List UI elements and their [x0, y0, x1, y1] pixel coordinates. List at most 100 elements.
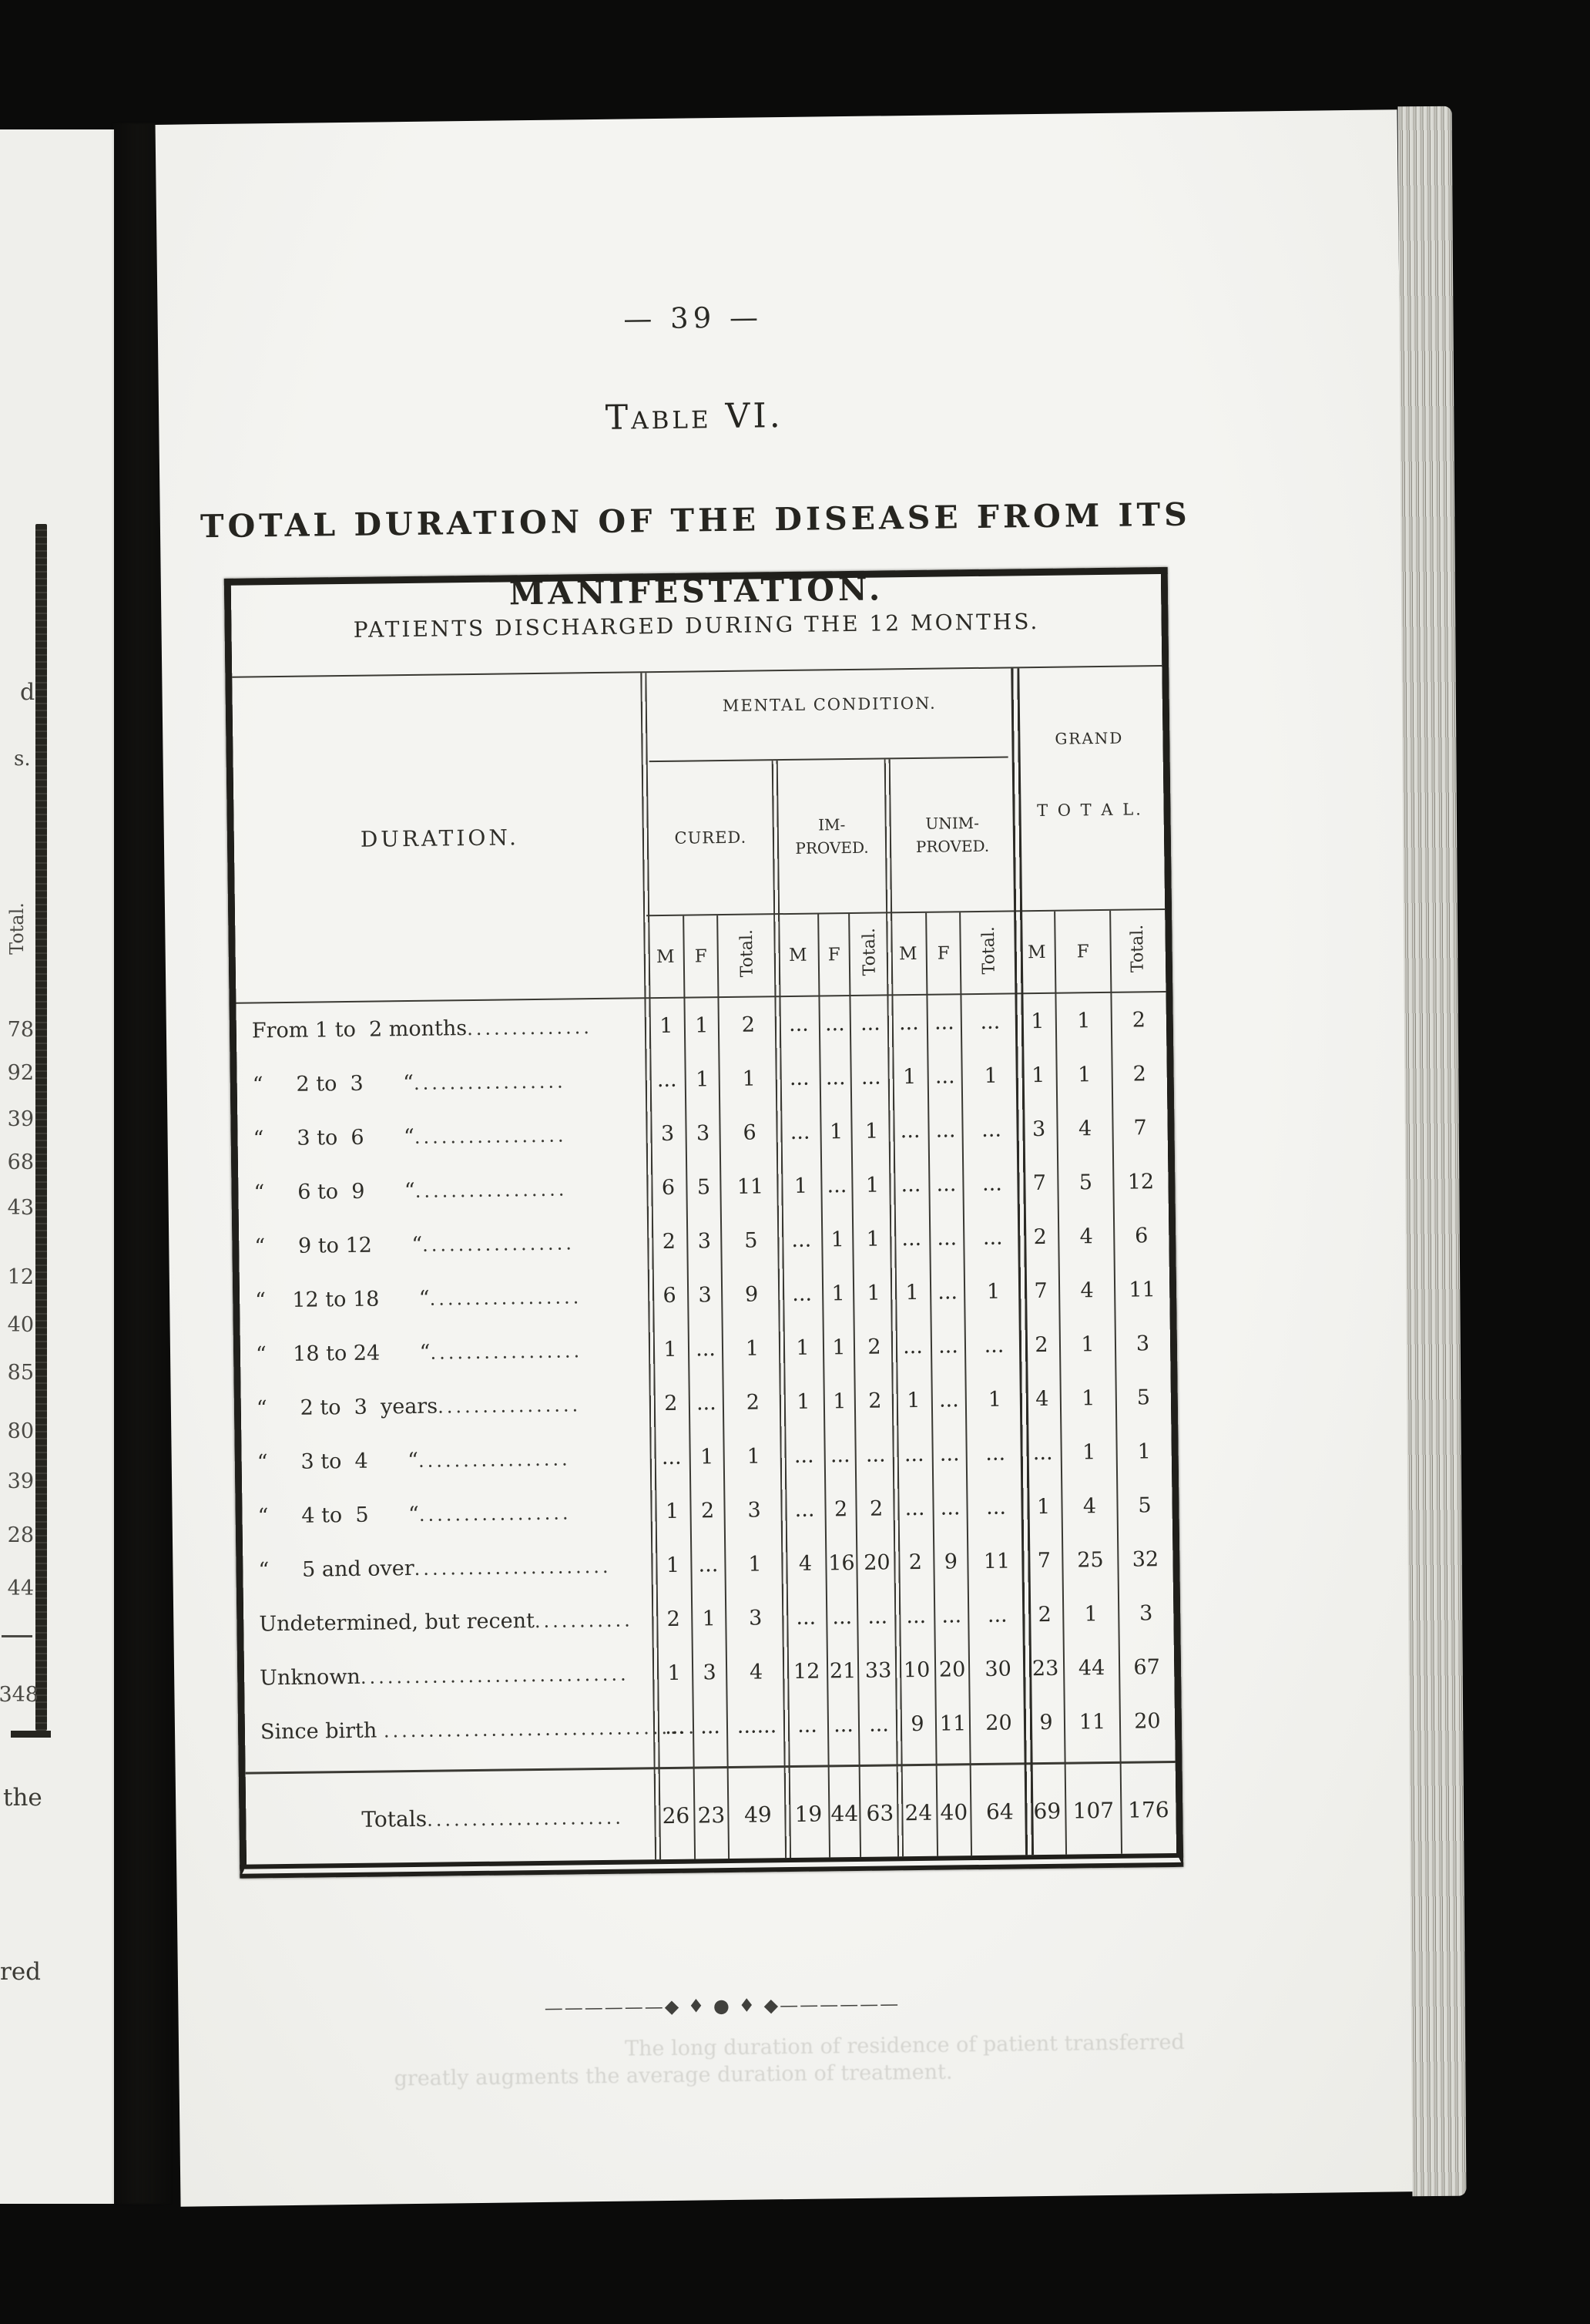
- cell-unimproved-female: ...: [939, 1441, 960, 1466]
- cell-grand-female: 11: [1078, 1709, 1106, 1734]
- cell-cured-total: 1: [742, 1066, 756, 1091]
- cell-unimproved-female: ...: [938, 1333, 959, 1358]
- cell-unimproved-male: 9: [911, 1711, 924, 1736]
- col-head-cured-male: M: [656, 946, 675, 967]
- col-head-cured-total: Total.: [737, 929, 758, 977]
- col-head-improved-line2: PROVED.: [795, 838, 869, 858]
- cell-improved-male: ...: [789, 1066, 810, 1090]
- duration-label: “ 3 to 4 “: [257, 1448, 419, 1474]
- cell-grand-female: 5: [1078, 1170, 1093, 1194]
- cell-improved-female: 1: [829, 1119, 844, 1144]
- duration-label: “ 12 to 18 “: [255, 1286, 430, 1312]
- dot-leader: ...........: [534, 1609, 633, 1632]
- duration-cell: Since birth ............................…: [245, 1715, 697, 1745]
- cell-grand-female: 44: [1078, 1655, 1105, 1680]
- cell-improved-female: 1: [831, 1281, 845, 1305]
- cell-unimproved-total: 30: [985, 1657, 1011, 1681]
- facing-page-table-border: [35, 524, 47, 1731]
- col-head-grand: GRAND: [1055, 728, 1124, 748]
- dot-leader: .................: [430, 1339, 583, 1364]
- table-row: Totals...................... 26 23 49 19…: [246, 1765, 1176, 1865]
- duration-label: From 1 to 2 months: [251, 1016, 468, 1043]
- cell-improved-male: 12: [793, 1659, 820, 1684]
- cell-unimproved-total: 1: [988, 1387, 1002, 1412]
- cell-improved-female: 1: [830, 1227, 845, 1251]
- cell-improved-male: ...: [791, 1227, 812, 1252]
- cell-improved-total: 2: [868, 1389, 882, 1413]
- duration-cell: “ 18 to 24 “.................: [240, 1338, 652, 1367]
- cell-cured-total: 1: [745, 1335, 760, 1361]
- cell-grand-male: 69: [1033, 1798, 1062, 1824]
- cell-improved-total: 2: [867, 1335, 881, 1359]
- dot-leader: ................: [437, 1393, 582, 1418]
- cell-cured-female: 1: [699, 1444, 714, 1469]
- col-head-improved: IM- PROVED.: [775, 759, 889, 913]
- cell-improved-male: ...: [790, 1120, 810, 1144]
- table-label: Table VI.: [605, 396, 783, 438]
- duration-label: “ 18 to 24 “: [255, 1340, 431, 1366]
- dot-leader: .................: [429, 1285, 582, 1310]
- cell-grand-male: 7: [1037, 1548, 1052, 1573]
- col-head-unimproved-line2: PROVED.: [915, 836, 990, 856]
- col-head-cured-female: F: [694, 945, 707, 966]
- cell-cured-female: 1: [695, 1013, 709, 1037]
- cell-improved-male: ...: [797, 1713, 818, 1738]
- cell-grand-total: 2: [1132, 1007, 1146, 1033]
- cell-improved-female: 21: [829, 1658, 857, 1683]
- cell-unimproved-total: ...: [985, 1441, 1006, 1466]
- dot-leader: .................: [414, 1178, 568, 1202]
- cell-unimproved-female: ...: [940, 1495, 961, 1520]
- cell-improved-total: 2: [869, 1496, 884, 1521]
- cell-grand-female: 1: [1082, 1439, 1096, 1464]
- cell-grand-male: 2: [1035, 1332, 1048, 1357]
- cell-grand-total: 32: [1132, 1547, 1159, 1572]
- cell-unimproved-male: ...: [904, 1442, 924, 1466]
- duration-cell: “ 2 to 3 years................: [241, 1392, 652, 1421]
- cell-cured-total: 3: [749, 1605, 763, 1630]
- cell-grand-male: 3: [1031, 1117, 1046, 1141]
- cell-grand-female: 4: [1082, 1493, 1097, 1518]
- cell-improved-female: 44: [830, 1800, 859, 1826]
- facing-page-number: 43: [7, 1196, 34, 1220]
- cell-cured-female: ...: [699, 1714, 721, 1738]
- cell-grand-female: 1: [1081, 1332, 1095, 1356]
- cell-grand-female: 1: [1082, 1385, 1095, 1410]
- duration-label: Since birth: [260, 1718, 384, 1744]
- cell-cured-male: 1: [663, 1337, 677, 1362]
- duration-label: “ 5 and over: [258, 1556, 414, 1582]
- cell-improved-female: ...: [825, 1065, 846, 1090]
- cell-unimproved-female: ...: [935, 1117, 956, 1143]
- cell-improved-male: 19: [794, 1801, 823, 1827]
- dot-leader: .................: [413, 1070, 566, 1094]
- dot-leader: .................: [418, 1501, 572, 1526]
- duration-cell: “ 2 to 3 “.................: [237, 1068, 649, 1097]
- cell-improved-total: 1: [865, 1173, 880, 1197]
- cell-cured-total: 4: [749, 1659, 763, 1684]
- book-page: — 39 — Table VI. TOTAL DURATION OF THE D…: [155, 109, 1423, 2207]
- cell-grand-male: 23: [1031, 1656, 1059, 1681]
- cell-unimproved-male: ...: [906, 1604, 927, 1628]
- cell-cured-total: 3: [747, 1497, 761, 1523]
- duration-cell: “ 5 and over......................: [243, 1553, 654, 1583]
- page-title-line1: TOTAL DURATION OF THE DISEASE FROM ITS: [200, 495, 1192, 546]
- cell-cured-total: 6: [743, 1120, 756, 1145]
- cell-unimproved-female: 20: [938, 1657, 966, 1682]
- cell-unimproved-male: ...: [900, 1118, 921, 1143]
- page-number: — 39 —: [623, 301, 763, 336]
- ornamental-divider: ——————◆ ♦ ● ♦ ◆——————: [544, 1993, 901, 2019]
- cell-improved-total: ...: [860, 1011, 881, 1036]
- cell-unimproved-total: ...: [987, 1603, 1008, 1627]
- cell-cured-male: 6: [662, 1283, 676, 1308]
- col-head-unimproved-total: Total.: [979, 925, 1000, 975]
- showthrough-footnote: The long duration of residence of patien…: [394, 2030, 1185, 2091]
- cell-grand-male: 4: [1035, 1386, 1049, 1411]
- duration-cell: Totals......................: [246, 1803, 657, 1834]
- cell-unimproved-total: 64: [985, 1798, 1014, 1825]
- duration-label: Totals: [361, 1805, 428, 1832]
- cell-unimproved-male: ...: [901, 1172, 921, 1197]
- cell-grand-total: 11: [1129, 1277, 1156, 1302]
- facing-page-letter: d: [20, 679, 35, 706]
- cell-cured-male: 1: [665, 1499, 679, 1523]
- cell-cured-total: 2: [741, 1013, 756, 1037]
- cell-unimproved-male: 24: [904, 1799, 933, 1825]
